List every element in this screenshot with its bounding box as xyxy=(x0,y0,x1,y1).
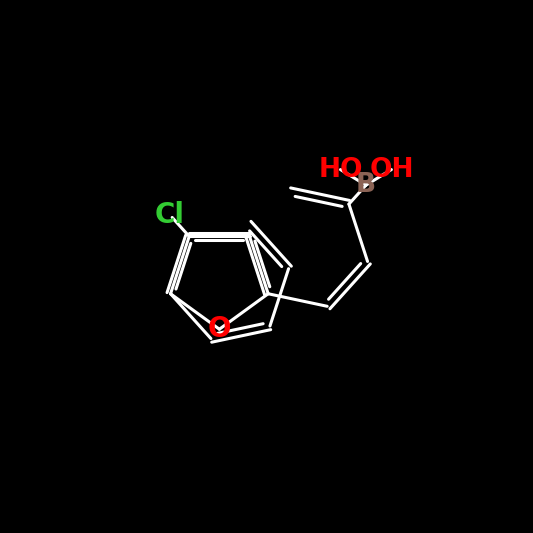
Text: B: B xyxy=(356,172,376,198)
Text: O: O xyxy=(208,315,231,343)
Text: OH: OH xyxy=(369,157,414,183)
Text: Cl: Cl xyxy=(155,201,185,229)
Text: HO: HO xyxy=(318,157,363,183)
